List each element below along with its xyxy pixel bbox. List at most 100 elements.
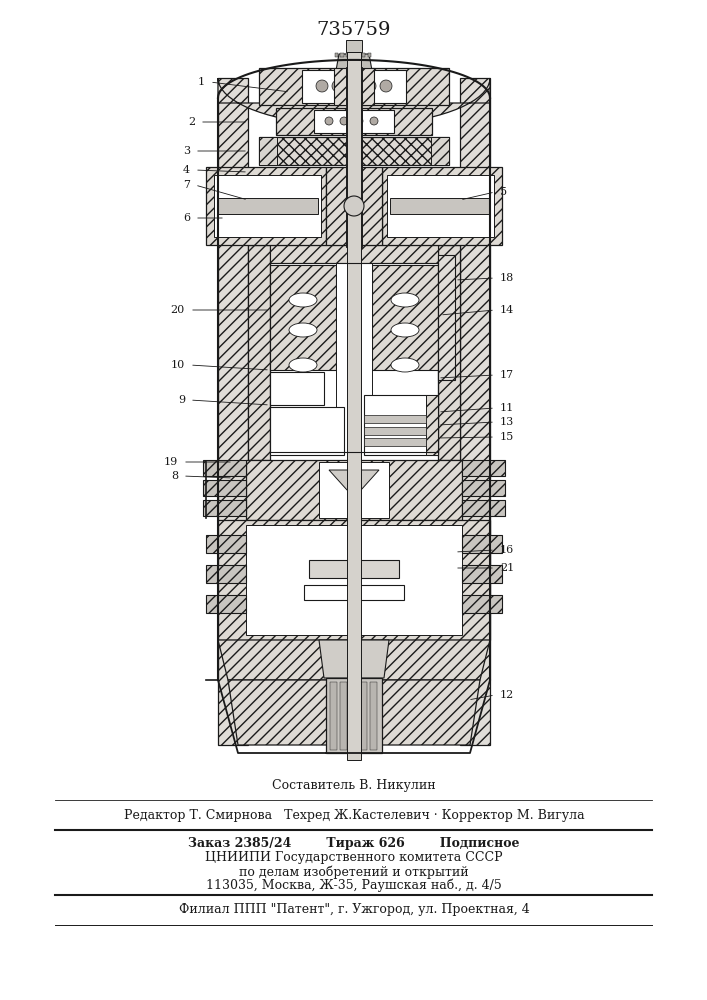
Polygon shape [370, 682, 377, 750]
Polygon shape [347, 54, 361, 66]
Circle shape [316, 80, 328, 92]
Polygon shape [462, 565, 502, 583]
Polygon shape [362, 53, 366, 57]
Polygon shape [246, 525, 462, 635]
Text: 3: 3 [183, 146, 190, 156]
Text: 17: 17 [500, 370, 514, 380]
Text: 18: 18 [500, 273, 514, 283]
Polygon shape [228, 680, 480, 745]
Polygon shape [462, 595, 502, 613]
Polygon shape [372, 265, 438, 370]
Text: 4: 4 [183, 165, 190, 175]
Polygon shape [360, 682, 367, 750]
Polygon shape [218, 78, 490, 126]
Ellipse shape [391, 358, 419, 372]
Text: по делам изобретений и открытий: по делам изобретений и открытий [239, 865, 469, 879]
Polygon shape [347, 52, 361, 760]
Polygon shape [276, 108, 432, 135]
Text: 11: 11 [500, 403, 514, 413]
Polygon shape [351, 53, 354, 57]
Circle shape [332, 80, 344, 92]
Circle shape [344, 196, 364, 216]
Polygon shape [259, 137, 449, 165]
Polygon shape [270, 245, 438, 263]
Text: 5: 5 [500, 187, 507, 197]
Polygon shape [462, 480, 505, 496]
Polygon shape [218, 78, 248, 745]
Text: 16: 16 [500, 545, 514, 555]
Polygon shape [326, 167, 382, 245]
Polygon shape [326, 678, 382, 753]
Polygon shape [319, 462, 389, 518]
Polygon shape [218, 198, 318, 214]
Circle shape [370, 117, 378, 125]
Polygon shape [304, 585, 404, 600]
Polygon shape [206, 535, 246, 553]
Polygon shape [346, 67, 362, 106]
Polygon shape [346, 53, 349, 57]
Polygon shape [364, 395, 438, 455]
Polygon shape [350, 682, 357, 750]
Polygon shape [426, 395, 438, 455]
Polygon shape [246, 460, 462, 520]
Text: 14: 14 [500, 305, 514, 315]
Polygon shape [368, 53, 371, 57]
Circle shape [355, 117, 363, 125]
Ellipse shape [289, 358, 317, 372]
Polygon shape [334, 68, 374, 105]
Text: 21: 21 [500, 563, 514, 573]
Polygon shape [346, 165, 362, 247]
Text: 6: 6 [183, 213, 190, 223]
Polygon shape [364, 415, 426, 423]
Polygon shape [346, 136, 362, 166]
Polygon shape [319, 640, 389, 678]
Polygon shape [302, 70, 406, 103]
Polygon shape [335, 53, 338, 57]
Text: 113035, Москва, Ж-35, Раушская наб., д. 4/5: 113035, Москва, Ж-35, Раушская наб., д. … [206, 878, 502, 892]
Polygon shape [329, 470, 379, 490]
Polygon shape [462, 460, 505, 476]
Polygon shape [431, 137, 449, 165]
Polygon shape [270, 265, 336, 370]
Text: 10: 10 [171, 360, 185, 370]
Text: 20: 20 [171, 305, 185, 315]
Text: 1: 1 [198, 77, 205, 87]
Polygon shape [259, 68, 449, 105]
Text: 7: 7 [183, 180, 190, 190]
Polygon shape [336, 263, 372, 452]
Polygon shape [309, 560, 399, 578]
Text: 9: 9 [178, 395, 185, 405]
Ellipse shape [289, 323, 317, 337]
Ellipse shape [289, 293, 317, 307]
Polygon shape [340, 682, 347, 750]
Polygon shape [218, 520, 490, 640]
Polygon shape [218, 640, 490, 680]
Polygon shape [206, 565, 246, 583]
Polygon shape [357, 53, 360, 57]
Polygon shape [314, 110, 394, 133]
Text: Заказ 2385/24        Тираж 626        Подписное: Заказ 2385/24 Тираж 626 Подписное [188, 836, 520, 850]
Text: Филиал ППП "Патент", г. Ужгород, ул. Проектная, 4: Филиал ППП "Патент", г. Ужгород, ул. Про… [179, 904, 530, 916]
Polygon shape [390, 198, 490, 214]
Polygon shape [248, 245, 270, 460]
Text: 15: 15 [500, 432, 514, 442]
Polygon shape [387, 175, 494, 237]
Polygon shape [438, 255, 455, 380]
Polygon shape [270, 372, 324, 405]
Polygon shape [330, 682, 337, 750]
Text: 19: 19 [164, 457, 178, 467]
Polygon shape [438, 245, 460, 460]
Text: 2: 2 [188, 117, 195, 127]
Text: Составитель В. Никулин: Составитель В. Никулин [272, 780, 436, 792]
Text: 8: 8 [171, 471, 178, 481]
Polygon shape [346, 107, 362, 136]
Polygon shape [206, 167, 326, 245]
Text: ЦНИИПИ Государственного комитета СССР: ЦНИИПИ Государственного комитета СССР [205, 852, 503, 864]
Circle shape [380, 80, 392, 92]
Text: 735759: 735759 [317, 21, 391, 39]
Text: 12: 12 [500, 690, 514, 700]
Circle shape [340, 117, 348, 125]
Polygon shape [462, 535, 502, 553]
Polygon shape [335, 54, 373, 76]
Polygon shape [364, 427, 426, 435]
